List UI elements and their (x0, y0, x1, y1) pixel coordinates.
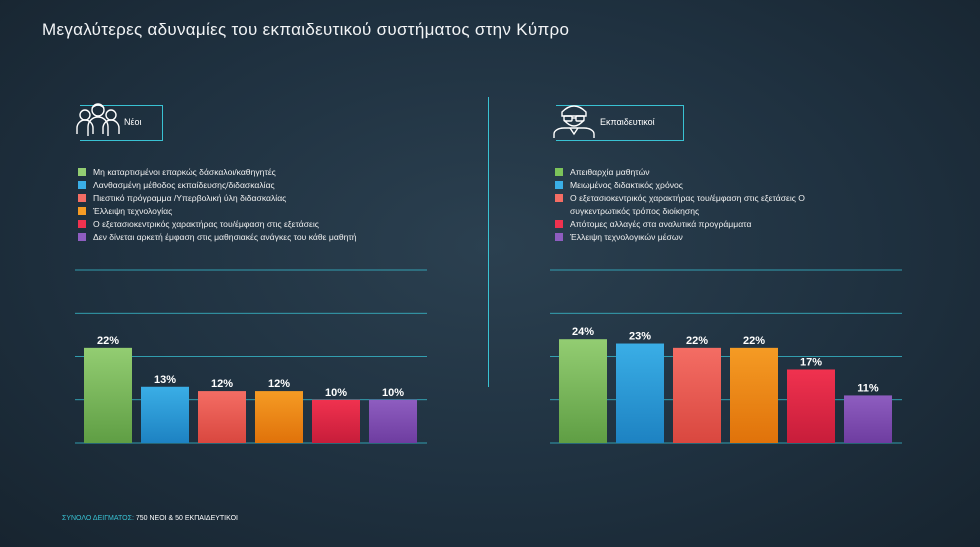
bar-value-label: 12% (268, 378, 290, 390)
legend-swatch (78, 181, 86, 189)
bar (198, 391, 246, 443)
legend-label: Λανθασμένη μέθοδος εκπαίδευσης/διδασκαλί… (93, 180, 275, 190)
legend-swatch (78, 233, 86, 241)
legend-label: Έλλειψη τεχνολογίας (93, 206, 173, 216)
bar (369, 399, 417, 443)
legend-swatch (555, 220, 563, 228)
bar (616, 343, 664, 443)
youth-legend: Μη καταρτισμένοι επαρκώς δάσκαλοι/καθηγη… (78, 166, 438, 244)
teachers-bar-chart: 24% 23% 22% 22% 17% 11% (550, 269, 902, 444)
legend-item: Δεν δίνεται αρκετή έμφαση στις μαθησιακέ… (78, 231, 438, 244)
legend-label: Έλλειψη τεχνολογικών μέσων (570, 232, 683, 242)
legend-swatch (555, 233, 563, 241)
bar (559, 339, 607, 443)
legend-item: Έλλειψη τεχνολογίας (78, 205, 438, 218)
bar-value-label: 11% (857, 382, 879, 394)
bar (312, 399, 360, 443)
bar (84, 347, 132, 443)
sample-value: 750 ΝΕΟΙ & 50 ΕΚΠΑΙΔΕΥΤΙΚΟΙ (135, 515, 238, 522)
legend-label: Πιεστικό πρόγραμμα /Υπερβολική ύλη διδασ… (93, 193, 287, 203)
legend-label: Μη καταρτισμένοι επαρκώς δάσκαλοι/καθηγη… (93, 167, 276, 177)
sample-footer: ΣΥΝΟΛΟ ΔΕΙΓΜΑΤΟΣ: 750 ΝΕΟΙ & 50 ΕΚΠΑΙΔΕΥ… (62, 515, 238, 522)
bar (844, 395, 892, 443)
legend-item: Απότομες αλλαγές στα αναλυτικά προγράμμα… (555, 218, 855, 231)
bar-value-label: 10% (382, 387, 404, 399)
legend-label: Ο εξετασιοκεντρικός χαρακτήρας του/έμφασ… (93, 219, 319, 229)
legend-swatch (78, 220, 86, 228)
legend-swatch (78, 194, 86, 202)
legend-label: Απειθαρχία μαθητών (570, 167, 650, 177)
group-people-icon (76, 103, 120, 136)
bar-value-label: 24% (572, 326, 594, 338)
page-title: Μεγαλύτερες αδυναμίες του εκπαιδευτικού … (42, 20, 570, 39)
sample-label: ΣΥΝΟΛΟ ΔΕΙΓΜΑΤΟΣ: (62, 515, 134, 522)
teachers-header-label: Εκπαιδευτικοί (600, 117, 655, 127)
legend-item: Πιεστικό πρόγραμμα /Υπερβολική ύλη διδασ… (78, 192, 438, 205)
legend-swatch (555, 194, 563, 202)
legend-item: Λανθασμένη μέθοδος εκπαίδευσης/διδασκαλί… (78, 179, 438, 192)
bar-value-label: 13% (154, 374, 176, 386)
legend-label: Απότομες αλλαγές στα αναλυτικά προγράμμα… (570, 219, 752, 229)
bar-value-label: 10% (325, 387, 347, 399)
youth-bar-chart: 22% 13% 12% 12% 10% 10% (75, 269, 427, 444)
legend-label: Δεν δίνεται αρκετή έμφαση στις μαθησιακέ… (93, 232, 357, 242)
bar-value-label: 22% (97, 335, 119, 347)
youth-chart: 22% 13% 12% 12% 10% 10% (75, 268, 427, 453)
teachers-chart: 24% 23% 22% 22% 17% 11% (550, 268, 902, 453)
bar-value-label: 22% (686, 335, 708, 347)
teacher-icon (553, 105, 595, 138)
legend-swatch (555, 181, 563, 189)
legend-swatch (78, 168, 86, 176)
bar (730, 347, 778, 443)
bar (787, 369, 835, 443)
bar (673, 347, 721, 443)
teachers-header: Εκπαιδευτικοί (553, 105, 684, 141)
legend-item: Μειωμένος διδακτικός χρόνος (555, 179, 855, 192)
legend-label: Μειωμένος διδακτικός χρόνος (570, 180, 683, 190)
panel-divider (488, 97, 489, 387)
legend-swatch (555, 168, 563, 176)
legend-item: Ο εξετασιοκεντρικός χαρακτήρας του/έμφασ… (555, 192, 855, 218)
bar (255, 391, 303, 443)
bar (141, 386, 189, 443)
youth-header-label: Νέοι (124, 117, 142, 127)
legend-label: Ο εξετασιοκεντρικός χαρακτήρας του/έμφασ… (570, 193, 805, 216)
legend-item: Ο εξετασιοκεντρικός χαρακτήρας του/έμφασ… (78, 218, 438, 231)
legend-swatch (78, 207, 86, 215)
legend-item: Απειθαρχία μαθητών (555, 166, 855, 179)
bar-value-label: 22% (743, 335, 765, 347)
bar-value-label: 17% (800, 356, 822, 368)
youth-header: Νέοι (76, 103, 163, 141)
legend-item: Μη καταρτισμένοι επαρκώς δάσκαλοι/καθηγη… (78, 166, 438, 179)
legend-item: Έλλειψη τεχνολογικών μέσων (555, 231, 855, 244)
teachers-legend: Απειθαρχία μαθητών Μειωμένος διδακτικός χ… (555, 166, 855, 244)
bar-value-label: 12% (211, 378, 233, 390)
bar-value-label: 23% (629, 331, 651, 343)
